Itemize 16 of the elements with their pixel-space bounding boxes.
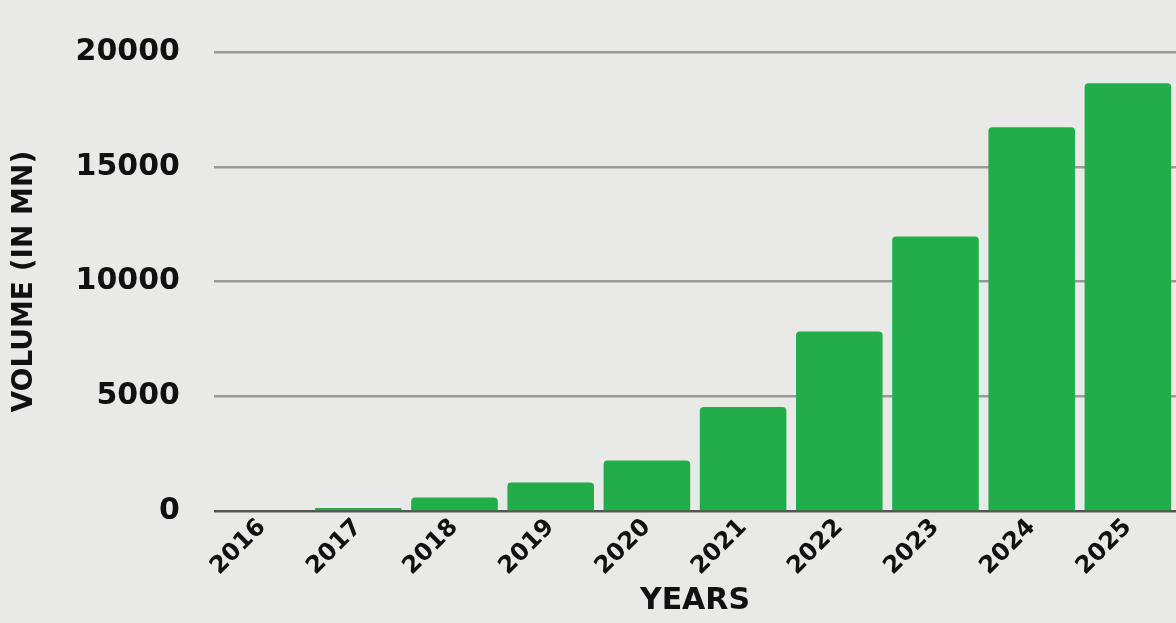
y-tick-label: 15000 bbox=[75, 146, 180, 182]
y-tick-label: 0 bbox=[159, 491, 180, 527]
bar bbox=[603, 460, 691, 511]
y-tick-label: 5000 bbox=[96, 376, 180, 412]
bar bbox=[314, 507, 402, 511]
y-tick-label: 20000 bbox=[75, 31, 180, 67]
bar bbox=[1084, 83, 1172, 511]
bar bbox=[988, 127, 1075, 511]
bar bbox=[507, 482, 594, 511]
y-tick-label: 10000 bbox=[75, 261, 180, 297]
bar bbox=[892, 236, 979, 511]
bar bbox=[796, 331, 883, 511]
bar bbox=[411, 497, 498, 511]
y-axis-title: VOLUME (IN MN) bbox=[6, 150, 40, 413]
x-axis-title: YEARS bbox=[638, 580, 751, 616]
bar bbox=[699, 406, 787, 511]
